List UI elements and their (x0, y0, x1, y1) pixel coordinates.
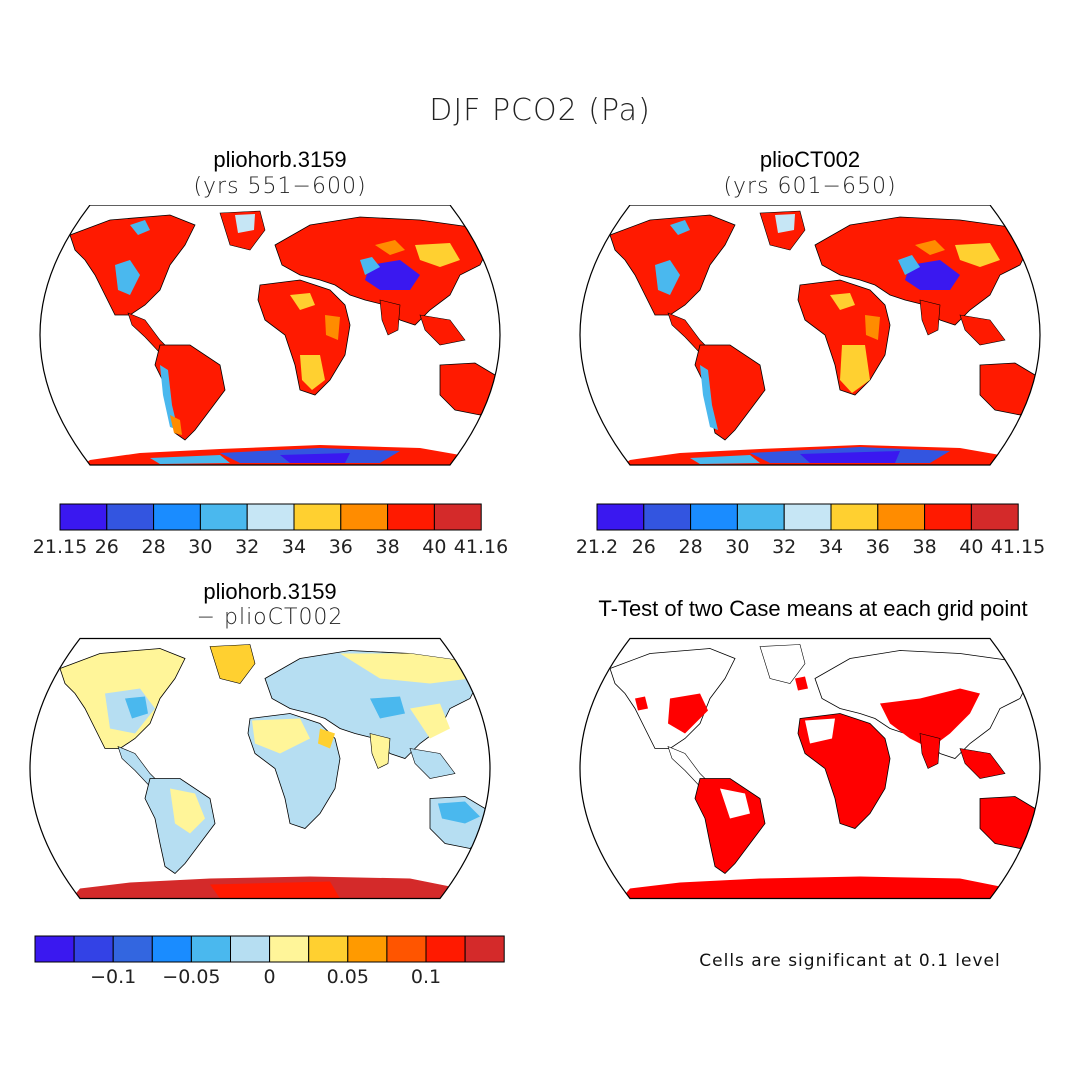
cbar-tl-label: 38 (376, 536, 400, 558)
cbar-tl-label: 21.15 (33, 536, 87, 558)
cbar-tr-label: 30 (725, 536, 749, 558)
cbar-tl-label: 32 (235, 536, 259, 558)
map-top-left (39, 205, 501, 466)
cbar-tr-label: 28 (679, 536, 703, 558)
cbar-bl-label: −0.05 (162, 966, 220, 988)
panel-title-top-left: pliohorb.3159 (213, 147, 347, 172)
cbar-tl-label: 30 (188, 536, 212, 558)
cbar-tr-label: 34 (819, 536, 843, 558)
cbar-tr-label: 32 (772, 536, 796, 558)
panel-subtitle-bottom-left: − plioCT002 (196, 605, 344, 630)
cbar-tl-label: 41.16 (454, 536, 508, 558)
cbar-tl-label: 26 (95, 536, 119, 558)
cbar-tr-label: 36 (866, 536, 890, 558)
cbar-tl-label: 36 (329, 536, 353, 558)
cbar-bl-label: 0.1 (411, 966, 441, 988)
cbar-tl-label: 34 (282, 536, 306, 558)
cbar-bl-label: 0.05 (327, 966, 369, 988)
colorbar-bottom-left: −0.1 −0.05 0 0.05 0.1 (34, 935, 505, 988)
colorbar-top-left: 21.15 26 28 30 32 34 36 38 40 41.16 (33, 503, 508, 558)
cbar-tl-label: 28 (142, 536, 166, 558)
cbar-tr-label: 38 (913, 536, 937, 558)
panel-subtitle-top-left: (yrs 551−600) (193, 174, 367, 199)
cbar-tr-label: 41.15 (991, 536, 1045, 558)
map-bottom-right (579, 637, 1041, 900)
cbar-bl-label: 0 (264, 966, 276, 988)
panel-title-top-right: plioCT002 (759, 147, 861, 172)
africa (257, 279, 351, 396)
cbar-tr-label: 21.2 (576, 536, 618, 558)
main-title: DJF PCO2 (Pa) (429, 93, 651, 128)
cbar-tr-label: 40 (959, 536, 983, 558)
map-bottom-left (29, 637, 491, 900)
cbar-bl-label: −0.1 (90, 966, 136, 988)
panel-title-bottom-left: pliohorb.3159 (203, 579, 337, 604)
map-top-right (579, 205, 1041, 466)
cbar-tr-label: 26 (632, 536, 656, 558)
panel-title-bottom-right: T-Test of two Case means at each grid po… (598, 596, 1028, 621)
significance-note: Cells are significant at 0.1 level (699, 951, 1001, 971)
colorbar-top-right: 21.2 26 28 30 32 34 36 38 40 41.15 (576, 503, 1045, 558)
panel-subtitle-top-right: (yrs 601−650) (723, 174, 897, 199)
cbar-tl-label: 40 (422, 536, 446, 558)
